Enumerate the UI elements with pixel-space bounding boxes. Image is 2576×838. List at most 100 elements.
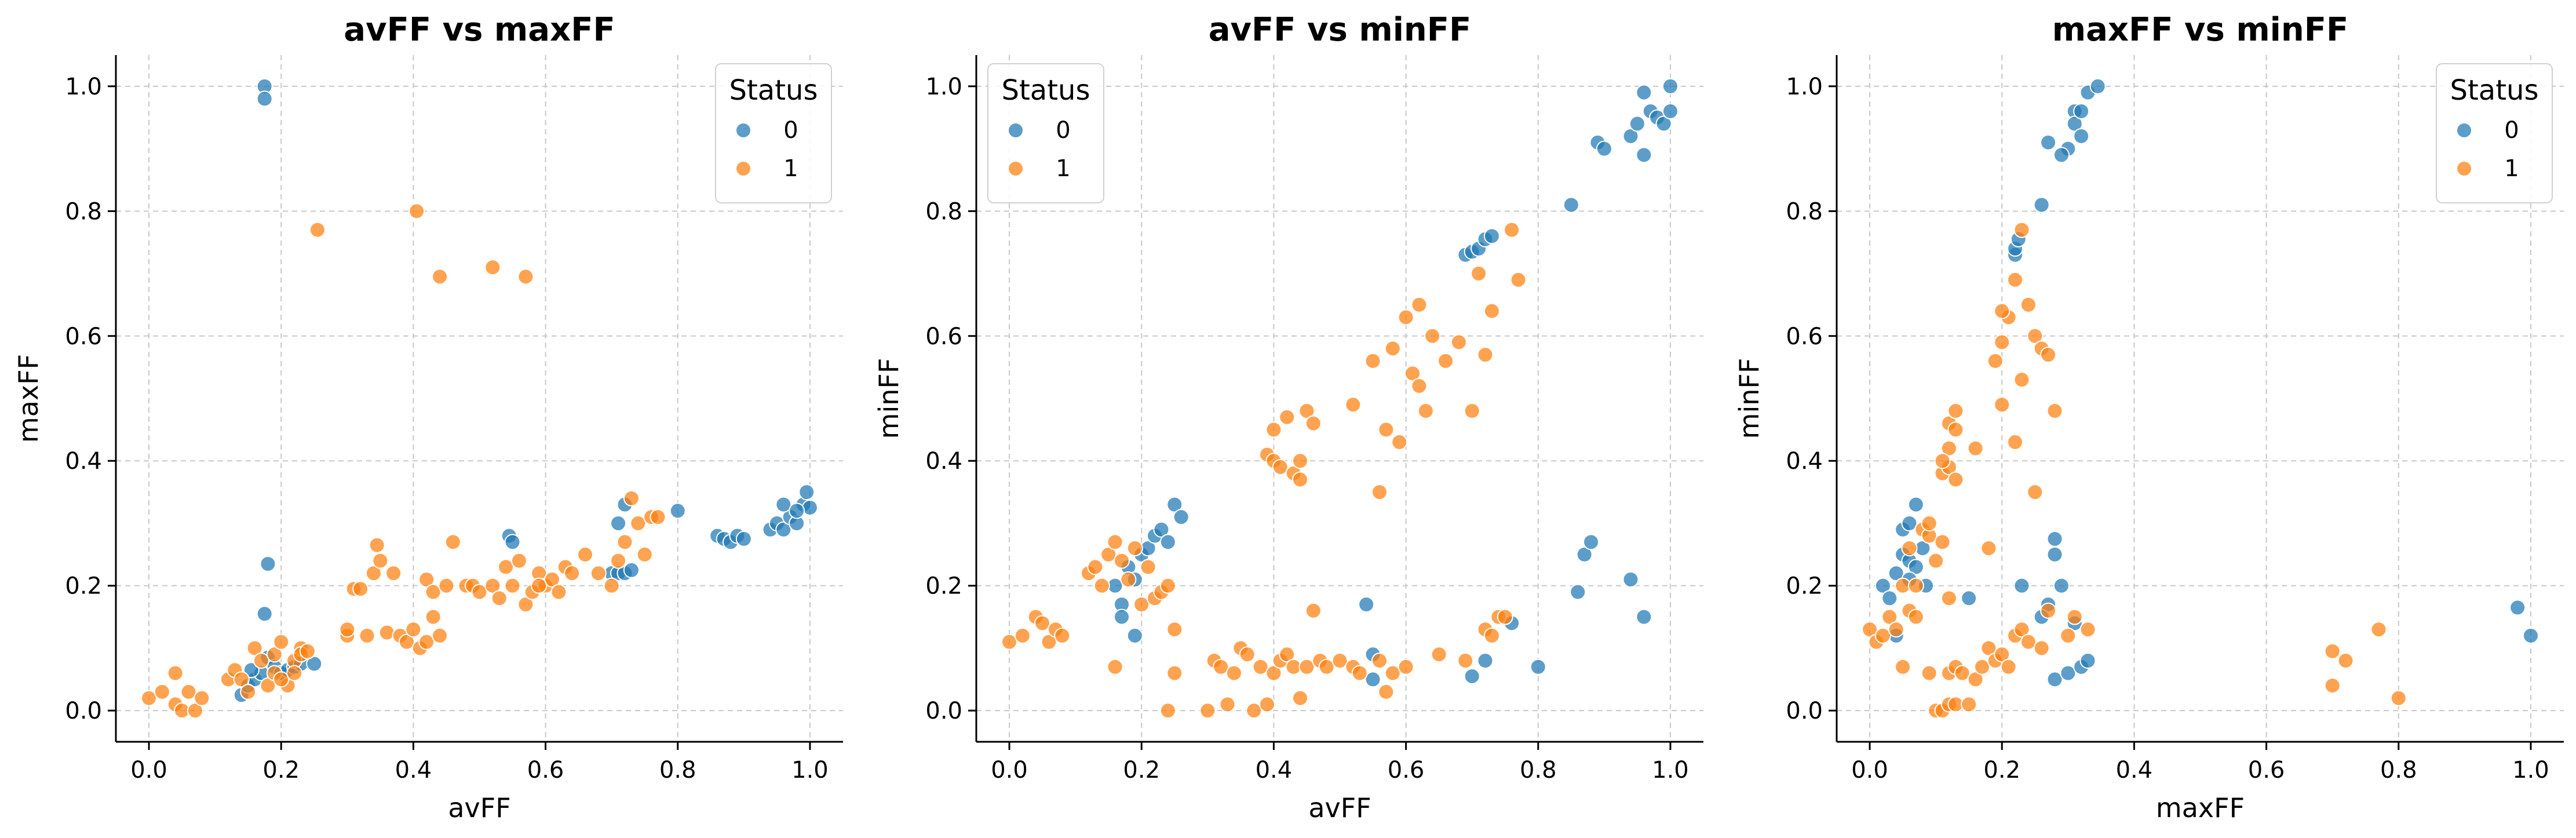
y-tick-label: 0.0 bbox=[65, 698, 102, 724]
x-axis-label: avFF bbox=[1308, 792, 1371, 824]
data-point bbox=[1087, 559, 1104, 575]
data-point bbox=[1497, 609, 1513, 625]
data-point bbox=[1298, 658, 1315, 675]
data-point bbox=[2040, 347, 2057, 363]
data-point bbox=[1994, 646, 2011, 663]
data-point bbox=[1888, 565, 1904, 582]
data-point bbox=[141, 690, 158, 706]
data-point bbox=[1292, 471, 1309, 488]
x-tick-label: 0.4 bbox=[395, 757, 432, 784]
data-point bbox=[1100, 546, 1117, 563]
data-point bbox=[2053, 577, 2070, 594]
legend-marker-0 bbox=[2456, 122, 2472, 139]
data-point bbox=[1464, 668, 1480, 684]
data-point bbox=[1881, 590, 1898, 607]
data-point bbox=[1292, 690, 1309, 706]
y-tick-label: 0.2 bbox=[1786, 573, 1823, 600]
data-point bbox=[1483, 627, 1500, 644]
y-tick-label: 0.0 bbox=[1786, 698, 1823, 724]
legend-entry-label: 0 bbox=[1056, 117, 1070, 144]
x-tick-label: 0.2 bbox=[262, 757, 300, 784]
data-point bbox=[2040, 602, 2057, 619]
x-tick-label: 0.4 bbox=[2116, 757, 2153, 784]
data-point bbox=[1384, 665, 1401, 682]
data-point bbox=[1907, 577, 1924, 594]
data-point bbox=[1001, 633, 1018, 650]
data-point bbox=[246, 640, 263, 657]
x-tick-label: 0.2 bbox=[1983, 757, 2020, 784]
data-point bbox=[1411, 377, 1428, 394]
data-point bbox=[1954, 665, 1971, 682]
data-point bbox=[517, 596, 534, 613]
data-point bbox=[1901, 540, 1918, 557]
data-point bbox=[1272, 459, 1289, 475]
data-point bbox=[2324, 677, 2341, 694]
data-point bbox=[1034, 615, 1051, 632]
data-point bbox=[1054, 627, 1071, 644]
data-point bbox=[801, 500, 818, 516]
x-tick-label: 0.8 bbox=[659, 757, 696, 784]
data-point bbox=[1862, 621, 1878, 638]
data-point bbox=[1921, 515, 1938, 531]
data-point bbox=[623, 490, 640, 507]
y-tick-label: 0.4 bbox=[65, 448, 102, 475]
data-point bbox=[1159, 702, 1176, 719]
data-point bbox=[352, 581, 369, 597]
data-point bbox=[1199, 702, 1216, 719]
data-point bbox=[1662, 78, 1679, 94]
data-point bbox=[2060, 665, 2077, 682]
x-tick-label: 1.0 bbox=[2512, 757, 2549, 784]
legend: Status 0 1 bbox=[2436, 63, 2553, 203]
data-point bbox=[1173, 509, 1190, 526]
data-point bbox=[167, 665, 184, 682]
data-point bbox=[1358, 596, 1375, 613]
data-point bbox=[1159, 577, 1176, 594]
data-point bbox=[2046, 671, 2063, 688]
data-point bbox=[1947, 421, 1964, 438]
legend: Status 0 1 bbox=[987, 63, 1104, 203]
data-point bbox=[1093, 577, 1110, 594]
data-point bbox=[484, 259, 501, 276]
data-point bbox=[1570, 584, 1586, 600]
data-point bbox=[365, 565, 382, 582]
data-point bbox=[775, 496, 792, 513]
data-point bbox=[1980, 540, 1997, 557]
subplot-title: avFF vs maxFF bbox=[344, 11, 615, 49]
data-point bbox=[1411, 296, 1428, 313]
legend-entry-label: 1 bbox=[1056, 155, 1070, 182]
x-tick-label: 0.8 bbox=[2380, 757, 2417, 784]
data-point bbox=[1483, 303, 1500, 319]
data-point bbox=[1974, 658, 1990, 675]
data-point bbox=[1398, 309, 1414, 326]
data-point bbox=[2053, 147, 2070, 163]
data-point bbox=[1364, 671, 1381, 688]
data-point bbox=[1225, 665, 1242, 682]
data-point bbox=[2013, 221, 2030, 238]
data-point bbox=[1457, 652, 1474, 669]
x-tick-label: 0.6 bbox=[2248, 757, 2285, 784]
y-tick-label: 0.4 bbox=[1786, 448, 1823, 475]
data-point bbox=[1576, 546, 1593, 563]
data-point bbox=[425, 584, 442, 600]
data-point bbox=[1471, 265, 1487, 282]
data-point bbox=[1874, 627, 1891, 644]
data-point bbox=[1114, 552, 1130, 569]
data-point bbox=[1378, 683, 1395, 700]
y-tick-label: 0.8 bbox=[65, 198, 102, 225]
subplot-3: 0.0 0.2 0.4 0.6 0.8 1.0 0.0 0.2 0.4 0.6 0.8 1.0 maxF… bbox=[1734, 11, 2564, 824]
data-point bbox=[1114, 609, 1130, 625]
data-point bbox=[240, 683, 257, 700]
data-point bbox=[1265, 421, 1282, 438]
data-point bbox=[1940, 440, 1957, 457]
data-point bbox=[2033, 196, 2050, 213]
data-point bbox=[243, 662, 260, 679]
x-axis-label: maxFF bbox=[2156, 792, 2245, 824]
data-point bbox=[623, 562, 640, 578]
data-point bbox=[1636, 147, 1652, 163]
y-tick-label: 1.0 bbox=[1786, 74, 1823, 100]
data-point bbox=[1279, 646, 1296, 663]
legend-entry-label: 1 bbox=[783, 155, 798, 182]
data-point bbox=[1655, 115, 1672, 132]
data-point bbox=[1041, 633, 1057, 650]
data-point bbox=[2370, 621, 2387, 638]
